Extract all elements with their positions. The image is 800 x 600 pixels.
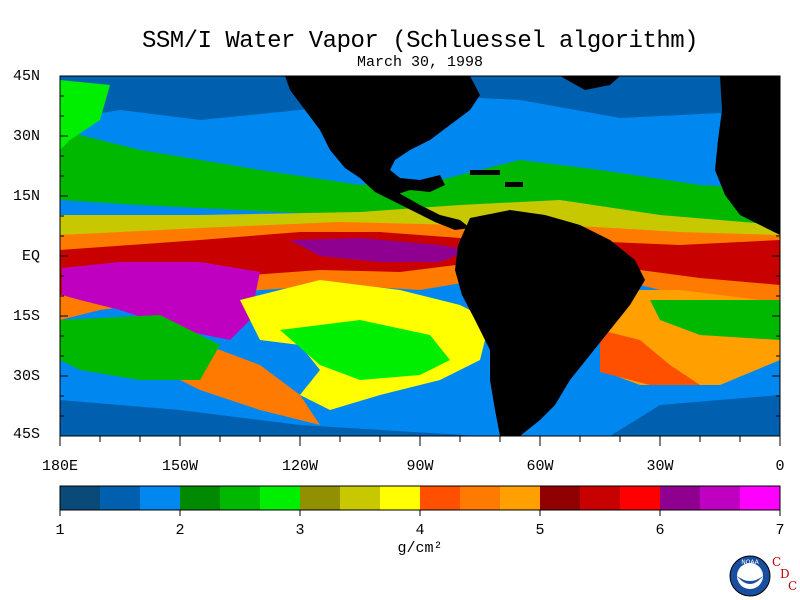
lon-label-30w: 30W [646, 458, 674, 475]
lon-label-180e: 180E [41, 458, 78, 475]
colorbar-swatch [260, 486, 300, 510]
south-pacific-green [60, 315, 220, 380]
north-green-band [60, 130, 780, 225]
lon-label-60w: 60W [526, 458, 554, 475]
north-bright-green [60, 80, 110, 150]
cuba-land [470, 170, 500, 175]
colorbar-swatch [620, 486, 660, 510]
hispaniola-land [505, 182, 523, 187]
colorbar-tick-3: 3 [295, 522, 305, 539]
colorbar-swatch [100, 486, 140, 510]
southwest-dark-blue [610, 395, 780, 436]
colorbar-swatch [700, 486, 740, 510]
lon-label-120w: 120W [281, 458, 318, 475]
colorbar-swatch [180, 486, 220, 510]
colorbar-swatch [380, 486, 420, 510]
itcz-magenta [62, 262, 260, 340]
colorbar-swatch [580, 486, 620, 510]
y-axis-ticks [60, 75, 780, 437]
colorbar-unit-label: g/cm² [397, 540, 443, 557]
lat-label-45n: 45N [12, 68, 40, 85]
colorbar-tick-7: 7 [775, 522, 785, 539]
lat-label-eq: EQ [21, 248, 40, 265]
lon-label-0: 0 [775, 458, 785, 475]
colorbar-tick-4: 4 [415, 522, 425, 539]
lat-label-45s: 45S [12, 426, 40, 443]
noaa-logo-text: NOAA [741, 559, 759, 566]
south-atlantic-red [600, 330, 700, 385]
colorbar-swatch [140, 486, 180, 510]
cdc-letter-c1: C [772, 555, 781, 569]
africa-land [715, 76, 780, 235]
south-america-land [455, 210, 645, 436]
itcz-purple [290, 238, 470, 262]
south-dark-blue [60, 400, 480, 436]
cdc-letter-c2: C [788, 579, 797, 593]
colorbar-tick-6: 6 [655, 522, 665, 539]
colorbar-swatch [740, 486, 780, 510]
colorbar-tick-2: 2 [175, 522, 185, 539]
south-green-band [280, 320, 450, 380]
south-atlantic-green [650, 300, 780, 340]
colorbar-swatch [300, 486, 340, 510]
lat-label-15n: 15N [12, 188, 40, 205]
lon-label-150w: 150W [161, 458, 198, 475]
colorbar-swatch [60, 486, 100, 510]
map-date: March 30, 1998 [356, 54, 484, 71]
colorbar-swatch [340, 486, 380, 510]
colorbar-tick-1: 1 [55, 522, 65, 539]
lat-label-15s: 15S [12, 308, 40, 325]
cdc-letter-d: D [780, 567, 790, 581]
colorbar-swatch [420, 486, 460, 510]
lat-label-30s: 30S [12, 368, 40, 385]
lon-label-90w: 90W [406, 458, 434, 475]
colorbar-swatch [460, 486, 500, 510]
map-title: SSM/I Water Vapor (Schluessel algorithm) [141, 28, 699, 55]
greenland-land [560, 76, 620, 90]
colorbar-swatch [220, 486, 260, 510]
north-america-land [285, 76, 480, 195]
x-axis-ticks [59, 436, 781, 446]
colorbar-tick-5: 5 [535, 522, 545, 539]
noaa-cdc-logo: NOAA C D C [729, 555, 797, 597]
colorbar-swatch [660, 486, 700, 510]
colorbar [59, 485, 781, 516]
colorbar-swatch [540, 486, 580, 510]
colorbar-swatch [500, 486, 540, 510]
lat-label-30n: 30N [12, 128, 40, 145]
central-america-land [360, 178, 470, 230]
